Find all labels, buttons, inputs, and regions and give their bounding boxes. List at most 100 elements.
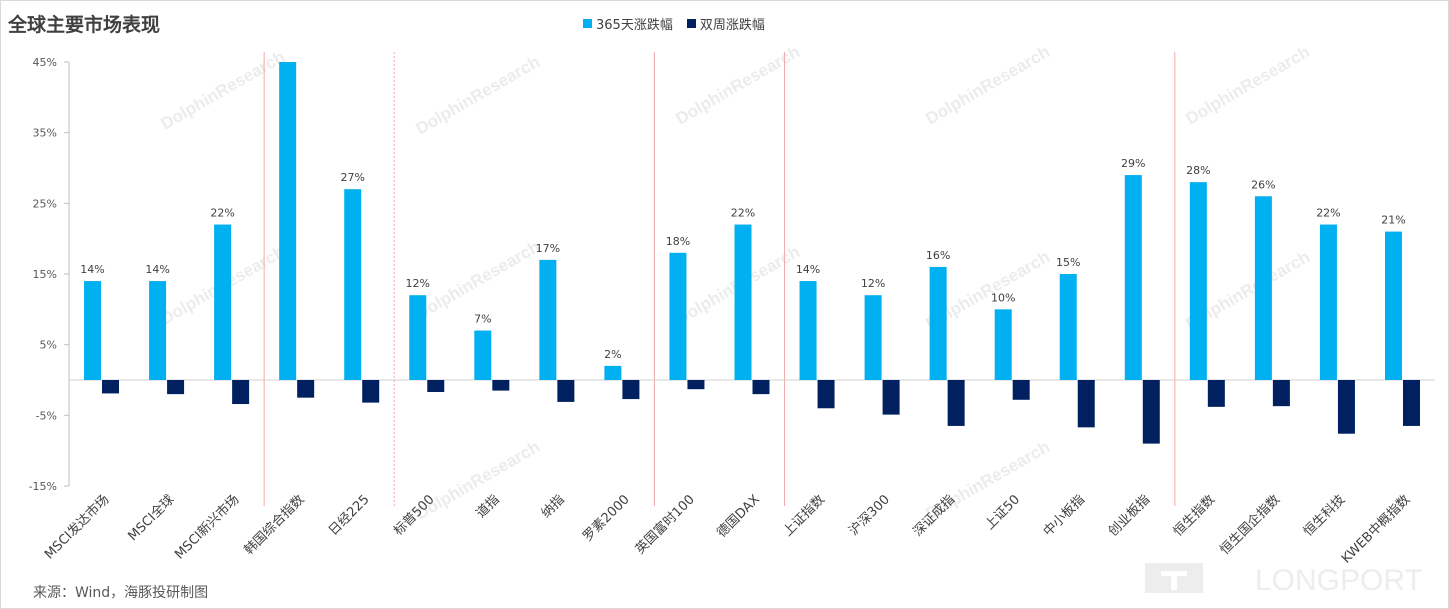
bar-2w — [1402, 380, 1420, 426]
y-tick-label: 45% — [33, 56, 57, 69]
label-layer: 14% MSCI发达市场 14% MSCI全球 22% MSCI新兴市场 韩国综合指数 27%… — [41, 157, 1413, 566]
y-tick-label: -15% — [29, 480, 57, 493]
bar-2w — [1077, 380, 1095, 428]
data-label-365d: 28% — [1186, 164, 1210, 177]
x-tick-label: MSCI发达市场 — [41, 492, 112, 563]
x-tick-label: 纳指 — [539, 492, 568, 521]
bar-365d — [214, 224, 232, 380]
source-note: 来源：Wind，海豚投研制图 — [33, 585, 209, 601]
bar-365d — [149, 281, 167, 380]
bar-2w — [947, 380, 965, 426]
data-label-365d: 2% — [604, 348, 621, 361]
x-tick-label: 上证指数 — [780, 492, 827, 539]
data-label-365d: 26% — [1251, 178, 1275, 191]
bar-2w — [622, 380, 640, 400]
bar-365d — [1124, 175, 1142, 380]
bar-365d — [1059, 274, 1077, 380]
watermark-text: DolphinResearch — [673, 42, 804, 128]
x-tick-label: 上证50 — [982, 492, 1023, 533]
data-label-365d: 17% — [536, 242, 560, 255]
bar-2w — [167, 380, 185, 395]
data-label-365d: 12% — [406, 277, 430, 290]
data-label-365d: 14% — [145, 263, 169, 276]
bar-2w — [1272, 380, 1290, 407]
data-label-365d: 7% — [474, 313, 491, 326]
data-label-365d: 15% — [1056, 256, 1080, 269]
bar-365d — [734, 224, 752, 380]
x-tick-label: KWEB中概指数 — [1339, 492, 1413, 566]
bar-2w — [882, 380, 900, 415]
x-tick-label: 日经225 — [326, 492, 373, 539]
bar-365d — [1189, 182, 1207, 380]
data-label-365d: 18% — [666, 235, 690, 248]
chart-title: 全球主要市场表现 — [8, 14, 161, 36]
data-label-365d: 29% — [1121, 157, 1145, 170]
x-tick-label: MSCI新兴市场 — [171, 492, 242, 563]
x-tick-label: 英国富时100 — [632, 492, 698, 558]
bar-layer — [84, 62, 1420, 444]
x-tick-label: 沪深300 — [846, 492, 893, 539]
bar-365d — [279, 62, 297, 380]
bar-2w — [752, 380, 770, 395]
bar-365d — [539, 259, 557, 380]
bar-365d — [1319, 224, 1337, 380]
data-label-365d: 12% — [861, 277, 885, 290]
bar-2w — [362, 380, 380, 403]
bar-365d — [474, 330, 492, 380]
data-label-365d: 10% — [991, 291, 1015, 304]
data-label-365d: 22% — [210, 207, 234, 220]
x-tick-label: 德国DAX — [714, 492, 763, 541]
bar-2w — [557, 380, 575, 402]
legend-item-365d: 365天涨跌幅 — [583, 14, 673, 33]
bar-365d — [1384, 231, 1402, 380]
bar-365d — [84, 281, 102, 380]
watermark-text: DolphinResearch — [158, 47, 289, 133]
bar-2w — [232, 380, 250, 405]
bar-2w — [427, 380, 445, 393]
data-label-365d: 16% — [926, 249, 950, 262]
bar-365d — [669, 252, 687, 380]
longport-logo: LONGPORT — [1145, 563, 1423, 597]
x-tick-label: 恒生指数 — [1171, 492, 1218, 539]
bar-365d — [409, 295, 427, 380]
x-tick-label: 道指 — [474, 492, 503, 521]
legend: 365天涨跌幅 双周涨跌幅 — [583, 14, 779, 33]
data-label-365d: 21% — [1381, 214, 1405, 227]
bar-365d — [864, 295, 882, 380]
y-tick-label: 35% — [33, 127, 57, 140]
data-label-365d: 22% — [1316, 207, 1340, 220]
brand-text: LONGPORT — [1255, 564, 1423, 597]
x-tick-label: 韩国综合指数 — [242, 492, 308, 558]
watermark-text: DolphinResearch — [923, 42, 1054, 128]
bar-2w — [1207, 380, 1225, 407]
bar-365d — [994, 309, 1012, 380]
watermark-text: DolphinResearch — [413, 52, 544, 138]
bar-365d — [799, 281, 817, 380]
y-tick-label: -5% — [36, 409, 57, 422]
bar-365d — [344, 189, 362, 380]
watermark-text: DolphinResearch — [1183, 42, 1314, 128]
legend-label-365d: 365天涨跌幅 — [596, 18, 673, 33]
bar-2w — [1012, 380, 1030, 400]
y-tick-label: 25% — [33, 197, 57, 210]
data-label-365d: 14% — [796, 263, 820, 276]
x-tick-label: 恒生国企指数 — [1217, 492, 1283, 558]
bar-365d — [604, 365, 622, 380]
bar-2w — [817, 380, 835, 409]
watermark-text: DolphinResearch — [413, 237, 544, 323]
legend-swatch-2w — [686, 19, 696, 28]
x-tick-label: 恒生科技 — [1301, 492, 1348, 539]
legend-swatch-365d — [583, 19, 592, 28]
data-label-365d: 22% — [731, 207, 755, 220]
data-label-365d: 14% — [80, 263, 104, 276]
x-tick-label: 创业板指 — [1106, 492, 1153, 539]
bar-2w — [1337, 380, 1355, 434]
data-label-365d: 27% — [340, 171, 364, 184]
y-tick-label: 5% — [40, 339, 57, 352]
bar-365d — [1254, 196, 1272, 380]
legend-label-2w: 双周涨跌幅 — [699, 18, 765, 33]
bar-2w — [297, 380, 315, 398]
x-tick-label: 中小板指 — [1041, 492, 1088, 539]
legend-item-2w: 双周涨跌幅 — [686, 14, 765, 33]
bar-2w — [687, 380, 705, 390]
